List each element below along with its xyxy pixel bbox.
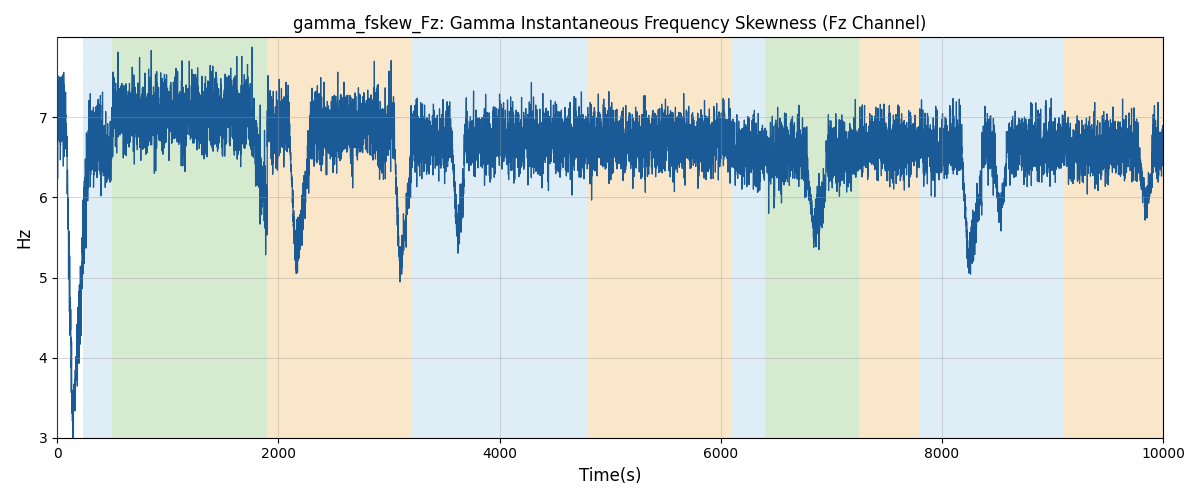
Bar bbox=[268, 38, 412, 438]
Bar bbox=[412, 38, 444, 438]
Bar bbox=[1063, 38, 1174, 438]
Title: gamma_fskew_Fz: Gamma Instantaneous Frequency Skewness (Fz Channel): gamma_fskew_Fz: Gamma Instantaneous Freq… bbox=[294, 15, 926, 34]
Bar bbox=[113, 38, 268, 438]
Bar bbox=[588, 38, 666, 438]
Bar bbox=[764, 38, 859, 438]
Bar bbox=[859, 38, 919, 438]
X-axis label: Time(s): Time(s) bbox=[578, 467, 641, 485]
Y-axis label: Hz: Hz bbox=[16, 227, 34, 248]
Bar bbox=[83, 38, 113, 438]
Bar bbox=[666, 38, 732, 438]
Bar bbox=[732, 38, 764, 438]
Bar bbox=[444, 38, 588, 438]
Bar bbox=[919, 38, 1063, 438]
